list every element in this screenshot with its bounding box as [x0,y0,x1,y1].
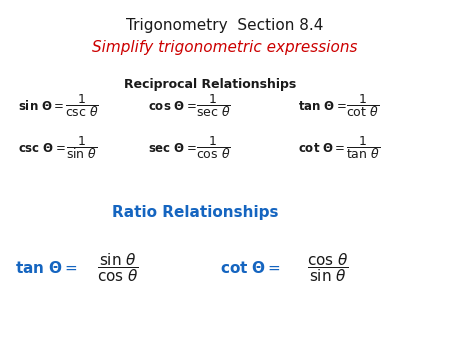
Text: Reciprocal Relationships: Reciprocal Relationships [124,78,296,91]
Text: $\dfrac{1}{\mathrm{tan}\ \theta}$: $\dfrac{1}{\mathrm{tan}\ \theta}$ [346,135,380,162]
Text: $\dfrac{1}{\mathrm{cos}\ \theta}$: $\dfrac{1}{\mathrm{cos}\ \theta}$ [196,135,230,162]
Text: $\mathbf{sin}\ \mathbf{\Theta} =$: $\mathbf{sin}\ \mathbf{\Theta} =$ [18,99,64,113]
Text: $\dfrac{1}{\mathrm{sin}\ \theta}$: $\dfrac{1}{\mathrm{sin}\ \theta}$ [66,135,98,162]
Text: Ratio Relationships: Ratio Relationships [112,205,278,220]
Text: $\dfrac{\mathrm{sin}\ \theta}{\mathrm{cos}\ \theta}$: $\dfrac{\mathrm{sin}\ \theta}{\mathrm{co… [97,251,139,284]
Text: $\mathbf{cot}\ \mathbf{\Theta} =$: $\mathbf{cot}\ \mathbf{\Theta} =$ [298,142,345,154]
Text: $\mathbf{cos}\ \mathbf{\Theta} =$: $\mathbf{cos}\ \mathbf{\Theta} =$ [148,99,197,113]
Text: $\mathbf{tan}\ \mathbf{\Theta} =$: $\mathbf{tan}\ \mathbf{\Theta} =$ [298,99,346,113]
Text: Trigonometry  Section 8.4: Trigonometry Section 8.4 [126,18,324,33]
Text: $\mathbf{sec}\ \mathbf{\Theta} =$: $\mathbf{sec}\ \mathbf{\Theta} =$ [148,142,197,154]
Text: $\mathbf{cot}\ \mathbf{\Theta} =$: $\mathbf{cot}\ \mathbf{\Theta} =$ [220,260,281,276]
Text: $\dfrac{1}{\mathrm{sec}\ \theta}$: $\dfrac{1}{\mathrm{sec}\ \theta}$ [196,93,230,119]
Text: $\dfrac{1}{\mathrm{csc}\ \theta}$: $\dfrac{1}{\mathrm{csc}\ \theta}$ [65,93,99,119]
Text: $\mathbf{tan}\ \mathbf{\Theta} =$: $\mathbf{tan}\ \mathbf{\Theta} =$ [15,260,77,276]
Text: $\dfrac{1}{\mathrm{cot}\ \theta}$: $\dfrac{1}{\mathrm{cot}\ \theta}$ [346,93,379,119]
Text: $\dfrac{\mathrm{cos}\ \theta}{\mathrm{sin}\ \theta}$: $\dfrac{\mathrm{cos}\ \theta}{\mathrm{si… [307,251,349,284]
Text: Simplify trigonometric expressions: Simplify trigonometric expressions [92,40,358,55]
Text: $\mathbf{csc}\ \mathbf{\Theta} =$: $\mathbf{csc}\ \mathbf{\Theta} =$ [18,142,66,154]
